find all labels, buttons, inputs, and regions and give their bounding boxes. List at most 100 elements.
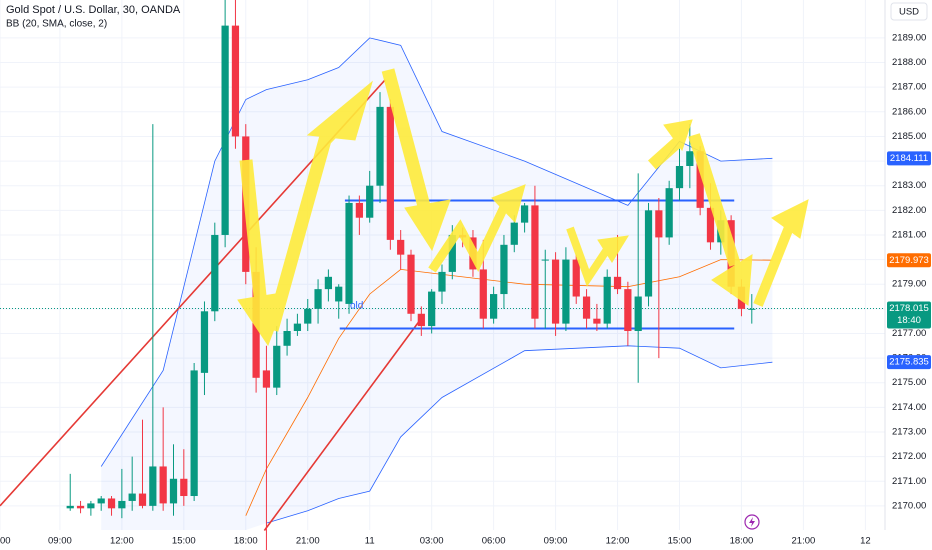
price-tag	[887, 151, 931, 166]
axes: 2170.00 2171.00 2172.00 2173.00 2174.00 2175.…	[0, 32, 931, 547]
x-tick-label: 15:00	[668, 536, 692, 547]
candle-body	[582, 296, 591, 319]
y-tick-label: 2182.00	[892, 205, 926, 216]
arrow	[753, 223, 795, 307]
candle-body	[706, 207, 715, 243]
trend-line	[263, 320, 420, 531]
price-tag-label: 2184.111	[890, 153, 928, 164]
currency-button[interactable]	[890, 2, 928, 21]
x-tick-label: 11	[365, 536, 375, 547]
arrow-head	[771, 199, 809, 239]
y-tick-label: 2183.00	[892, 180, 926, 191]
y-tick-label: 2171.00	[892, 476, 926, 487]
y-tick-label: 2170.00	[892, 500, 926, 511]
drawing-label: old	[350, 301, 363, 312]
candle-body	[293, 323, 302, 332]
candle-body	[376, 106, 384, 186]
candle-body	[531, 205, 539, 319]
price-tag	[887, 355, 931, 370]
last-price-label: 2178.015	[889, 303, 929, 314]
candle-body	[335, 286, 343, 302]
candle-body	[107, 498, 116, 509]
y-tick-label: 2185.00	[892, 131, 926, 142]
band-fill	[101, 37, 773, 531]
arrow	[428, 203, 510, 273]
candle-body	[200, 311, 209, 373]
candle-body	[149, 466, 157, 506]
candle-body	[138, 493, 147, 506]
candle-body	[324, 276, 333, 290]
currency-label[interactable]: USD	[899, 7, 919, 18]
candle-body	[686, 151, 694, 166]
candle-body	[211, 234, 219, 312]
candle-body	[593, 318, 601, 324]
arrow-head	[491, 184, 526, 223]
band-basis	[245, 259, 773, 516]
candle-body	[304, 308, 312, 324]
candle-body	[87, 503, 95, 509]
x-tick-label: 18:00	[234, 536, 258, 547]
candle-body	[613, 276, 622, 290]
candle-body	[190, 370, 198, 497]
y-tick-label: 2177.00	[892, 328, 926, 339]
candle-body	[417, 313, 425, 327]
arrow	[239, 159, 269, 316]
y-tick-label: 2175.00	[892, 377, 926, 388]
x-tick-label: 06:00	[482, 536, 506, 547]
candle-body	[231, 25, 240, 137]
candle-body	[76, 505, 85, 509]
candle-body	[520, 205, 529, 223]
candle-body	[118, 500, 126, 509]
arrow	[688, 133, 741, 267]
candle-body	[366, 185, 374, 218]
candle-body	[448, 234, 456, 272]
x-tick-label: 12:00	[606, 536, 630, 547]
price-axis	[885, 0, 932, 550]
arrow	[566, 226, 612, 287]
candle-body	[66, 505, 74, 509]
candle-body	[541, 259, 549, 261]
band-lower	[266, 345, 773, 524]
price-tag-label: 2179.973	[889, 255, 929, 266]
candle-body	[407, 254, 415, 314]
x-tick-label: 00	[0, 536, 11, 547]
last-price-tag	[887, 301, 931, 329]
countdown-label: 18:40	[897, 315, 921, 326]
arrow-head	[663, 119, 693, 152]
candle-body	[479, 269, 487, 319]
candle-body	[397, 239, 405, 255]
x-tick-label: 12	[860, 536, 871, 547]
arrow-head	[711, 254, 753, 306]
arrow-head	[404, 199, 451, 252]
candle-body	[624, 289, 632, 332]
candle-body	[386, 106, 394, 240]
candle-body	[665, 188, 673, 238]
arrow	[381, 68, 432, 212]
x-tick-label: 15:00	[172, 536, 196, 547]
y-tick-label: 2187.00	[892, 82, 926, 93]
price-tag-label: 2175.835	[889, 357, 929, 368]
y-tick-label: 2189.00	[892, 32, 926, 43]
price-tag	[887, 253, 931, 268]
candle-body	[551, 259, 560, 324]
x-tick-label: 03:00	[420, 536, 444, 547]
candle-body	[603, 276, 611, 324]
candle-body	[562, 259, 570, 324]
candle-body	[438, 271, 446, 292]
candle-body	[572, 259, 580, 297]
y-tick-label: 2181.00	[892, 229, 926, 240]
arrow-drawings	[237, 68, 809, 347]
x-tick-label: 12:00	[110, 536, 134, 547]
candle-body	[510, 222, 518, 245]
arrow-head	[597, 235, 629, 263]
candle-body	[655, 210, 663, 238]
y-tick-label: 2188.00	[892, 57, 926, 68]
candle-body	[221, 25, 229, 235]
y-tick-label: 2179.00	[892, 279, 926, 290]
candle-body	[355, 202, 363, 218]
y-tick-label: 2172.00	[892, 451, 926, 462]
candle-body	[490, 294, 498, 319]
y-tick-label: 2174.00	[892, 402, 926, 413]
